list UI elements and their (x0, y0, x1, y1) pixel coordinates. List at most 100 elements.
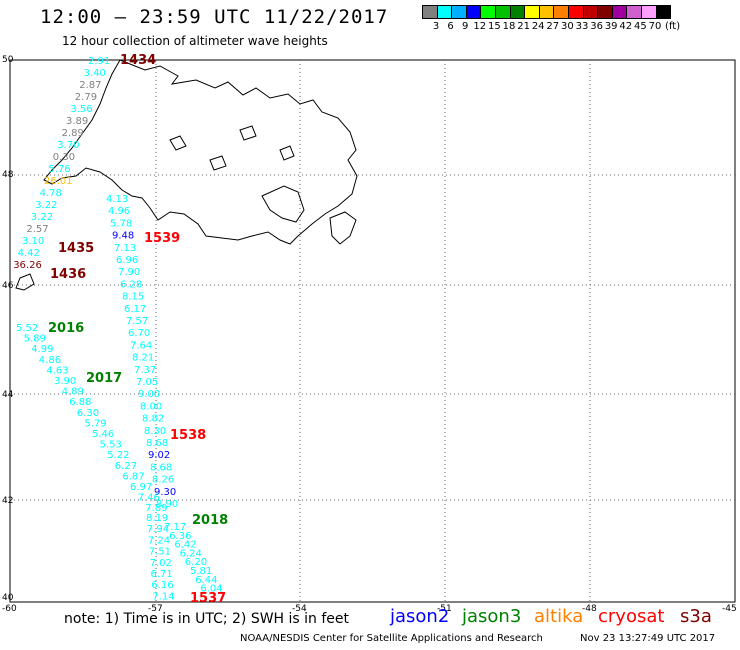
lon-label: -48 (582, 604, 597, 614)
generation-timestamp: Nov 23 13:27:49 UTC 2017 (580, 633, 716, 644)
lat-axis-labels: 50 48 46 44 42 40 (2, 55, 14, 603)
swh-value: 2.57 (26, 224, 48, 235)
swh-value: 6.70 (128, 328, 150, 339)
swh-value: 3.90 (54, 376, 76, 387)
pass-label: 1435 (58, 241, 94, 256)
swh-value: 2.91 (88, 56, 110, 67)
legend-entry: altika (534, 606, 584, 627)
swh-value: 5.78 (110, 218, 132, 229)
lat-label: 44 (2, 390, 14, 400)
swh-value: 7.51 (149, 547, 171, 558)
swh-value: 6.27 (115, 461, 137, 472)
swh-value: 5.53 (100, 440, 122, 451)
pass-label: 1436 (50, 267, 86, 282)
swh-value: 6.36 (169, 531, 191, 542)
map-title: 12:00 – 23:59 UTC 11/22/2017 (40, 6, 389, 28)
swh-value: 7.13 (114, 243, 136, 254)
color-scale-label: 27 (546, 21, 560, 32)
swh-value: 2.87 (79, 80, 101, 91)
swh-value: 2.79 (75, 92, 97, 103)
color-scale-label: 3 (432, 21, 440, 32)
swh-value: 7.57 (126, 316, 148, 327)
swh-value: 5.81 (190, 566, 212, 577)
color-scale-bar (422, 5, 672, 19)
pass-label: 2016 (48, 321, 84, 336)
swh-value: 6.44 (195, 575, 217, 586)
swh-value: 4.63 (46, 365, 68, 376)
footer-note: note: 1) Time is in UTC; 2) SWH is in fe… (64, 611, 350, 627)
lon-label: -51 (437, 604, 452, 614)
swh-value: 4.89 (62, 387, 84, 398)
color-scale-label: 24 (531, 21, 545, 32)
swh-value: 4.13 (106, 194, 128, 205)
color-scale-label: 21 (517, 21, 530, 32)
color-scale-label: 30 (561, 21, 574, 32)
swh-value: 9.30 (154, 487, 176, 498)
lon-label: -60 (2, 604, 17, 614)
swh-value: 8.68 (150, 462, 172, 473)
swh-value: 6.30 (77, 408, 99, 419)
pass-label: 1539 (144, 231, 180, 246)
swh-value: 7.90 (118, 267, 140, 278)
credit-line: NOAA/NESDIS Center for Satellite Applica… (240, 633, 543, 644)
swh-value: 5.76 (48, 164, 70, 175)
swh-value: 2.89 (62, 128, 84, 139)
swh-value: 4.78 (40, 188, 62, 199)
swh-value: 6.42 (174, 540, 196, 551)
swh-value: 5.52 (16, 323, 38, 334)
lat-label: 50 (2, 55, 14, 65)
pass-label: 2017 (86, 371, 122, 386)
color-scale-label: (ft) (665, 21, 681, 32)
swh-value: 8.00 (140, 401, 162, 412)
swh-value: 3.89 (66, 116, 88, 127)
swh-value: 5.22 (107, 450, 129, 461)
legend-entry: s3a (680, 606, 712, 627)
swh-value: 9.02 (148, 450, 170, 461)
swh-value: 9.48 (112, 231, 134, 242)
swh-tracks: 2.913.402.872.793.563.892.893.700.305.76… (13, 56, 222, 602)
swh-value: 6.87 (122, 471, 144, 482)
color-scale-label: 45 (634, 21, 647, 32)
swh-value: 7.64 (130, 340, 152, 351)
swh-value: 8.19 (146, 513, 168, 524)
swh-value: 7.94 (147, 524, 169, 535)
color-swatch (655, 5, 672, 19)
swh-value: 4.86 (39, 355, 61, 366)
pass-label: 2018 (192, 513, 228, 528)
swh-value: 8.90 (156, 499, 178, 510)
legend-entry: cryosat (598, 606, 665, 627)
swh-value: 4.99 (31, 344, 53, 355)
swh-value: 7.05 (136, 377, 158, 388)
color-scale-label: 39 (604, 21, 618, 32)
swh-value: 4.96 (108, 206, 130, 217)
swh-value: 7.37 (134, 365, 156, 376)
swh-value: 8.26 (152, 475, 174, 486)
swh-value: 8.21 (132, 353, 154, 364)
lat-label: 48 (2, 170, 14, 180)
swh-value: 6.17 (124, 304, 146, 315)
color-scale-label: 12 (473, 21, 487, 32)
swh-value: 8.68 (146, 438, 168, 449)
color-scale-label: 9 (462, 21, 469, 32)
color-scale-label: 33 (575, 21, 589, 32)
swh-value: 3.70 (57, 140, 79, 151)
swh-value: 9.00 (138, 389, 160, 400)
swh-value: 4.42 (18, 248, 40, 259)
swh-value: 8.82 (142, 414, 164, 425)
color-scale-label: 6 (447, 21, 454, 32)
swh-value: 6.96 (116, 255, 138, 266)
swh-value: 26.01 (44, 176, 73, 187)
lat-label: 40 (2, 593, 14, 603)
swh-value: 8.30 (144, 426, 166, 437)
swh-value: 8.15 (122, 292, 144, 303)
swh-value: 7.89 (145, 503, 167, 514)
swh-value: 0.30 (53, 152, 75, 163)
color-scale-label: 36 (590, 21, 603, 32)
pass-label: 1538 (170, 428, 206, 443)
coastline-newfoundland (15, 59, 358, 291)
lon-label: -45 (722, 604, 737, 614)
color-scale-label: 18 (502, 21, 516, 32)
lon-axis-labels: -60 -57 -54 -51 -48 -45 (2, 604, 737, 614)
swh-value: 3.40 (84, 68, 106, 79)
